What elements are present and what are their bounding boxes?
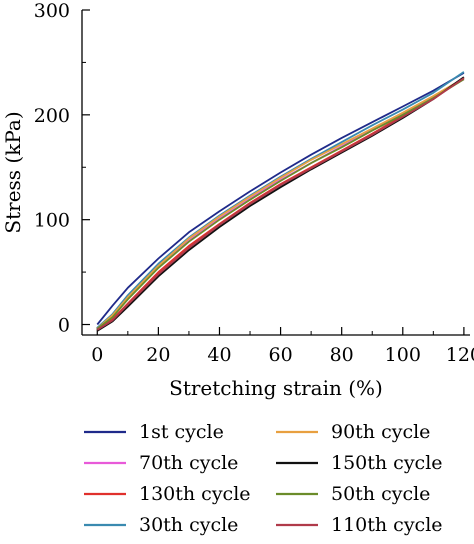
legend-label: 50th cycle (331, 483, 430, 505)
y-tick-label: 0 (58, 315, 70, 337)
legend-entry: 90th cycle (276, 421, 430, 443)
legend-label: 30th cycle (139, 514, 238, 536)
series-line-50th-cycle (96, 78, 465, 330)
legend-entry: 150th cycle (276, 452, 443, 474)
x-tick-label: 40 (207, 344, 231, 366)
y-tick-label: 300 (34, 0, 70, 22)
y-axis-label: Stress (kPa) (1, 111, 25, 233)
legend-label: 150th cycle (331, 452, 443, 474)
legend-entry: 30th cycle (84, 514, 238, 536)
x-tick-label: 60 (268, 344, 292, 366)
x-tick-label: 80 (330, 344, 354, 366)
x-tick-label: 100 (385, 344, 421, 366)
series-line-110th-cycle (96, 77, 465, 331)
legend-entry: 50th cycle (276, 483, 430, 505)
legend-entry: 70th cycle (84, 452, 238, 474)
x-axis-label: Stretching strain (%) (169, 376, 383, 400)
series-line-150th-cycle (96, 76, 465, 332)
series-line-90th-cycle (96, 77, 465, 330)
legend-entry: 130th cycle (84, 483, 251, 505)
x-tick-label: 0 (91, 344, 103, 366)
y-tick-label: 200 (34, 105, 70, 127)
legend: 1st cycle 70th cycle 130th cycle 30th cycle… (84, 421, 443, 536)
series-lines (96, 71, 465, 332)
legend-label: 90th cycle (331, 421, 430, 443)
y-tick-label: 100 (34, 210, 70, 232)
axes: 0 20 40 60 80 100 120 0 100 200 300 (34, 0, 474, 366)
series-line-70th-cycle (96, 78, 465, 330)
legend-entry: 1st cycle (84, 421, 224, 443)
series-line-130th-cycle (96, 77, 465, 331)
legend-label: 1st cycle (139, 421, 224, 443)
x-tick-label: 120 (446, 344, 474, 366)
legend-label: 70th cycle (139, 452, 238, 474)
legend-entry: 110th cycle (276, 514, 443, 536)
x-tick-label: 20 (146, 344, 170, 366)
legend-label: 130th cycle (139, 483, 251, 505)
series-line-1st-cycle (96, 72, 465, 326)
legend-label: 110th cycle (331, 514, 443, 536)
